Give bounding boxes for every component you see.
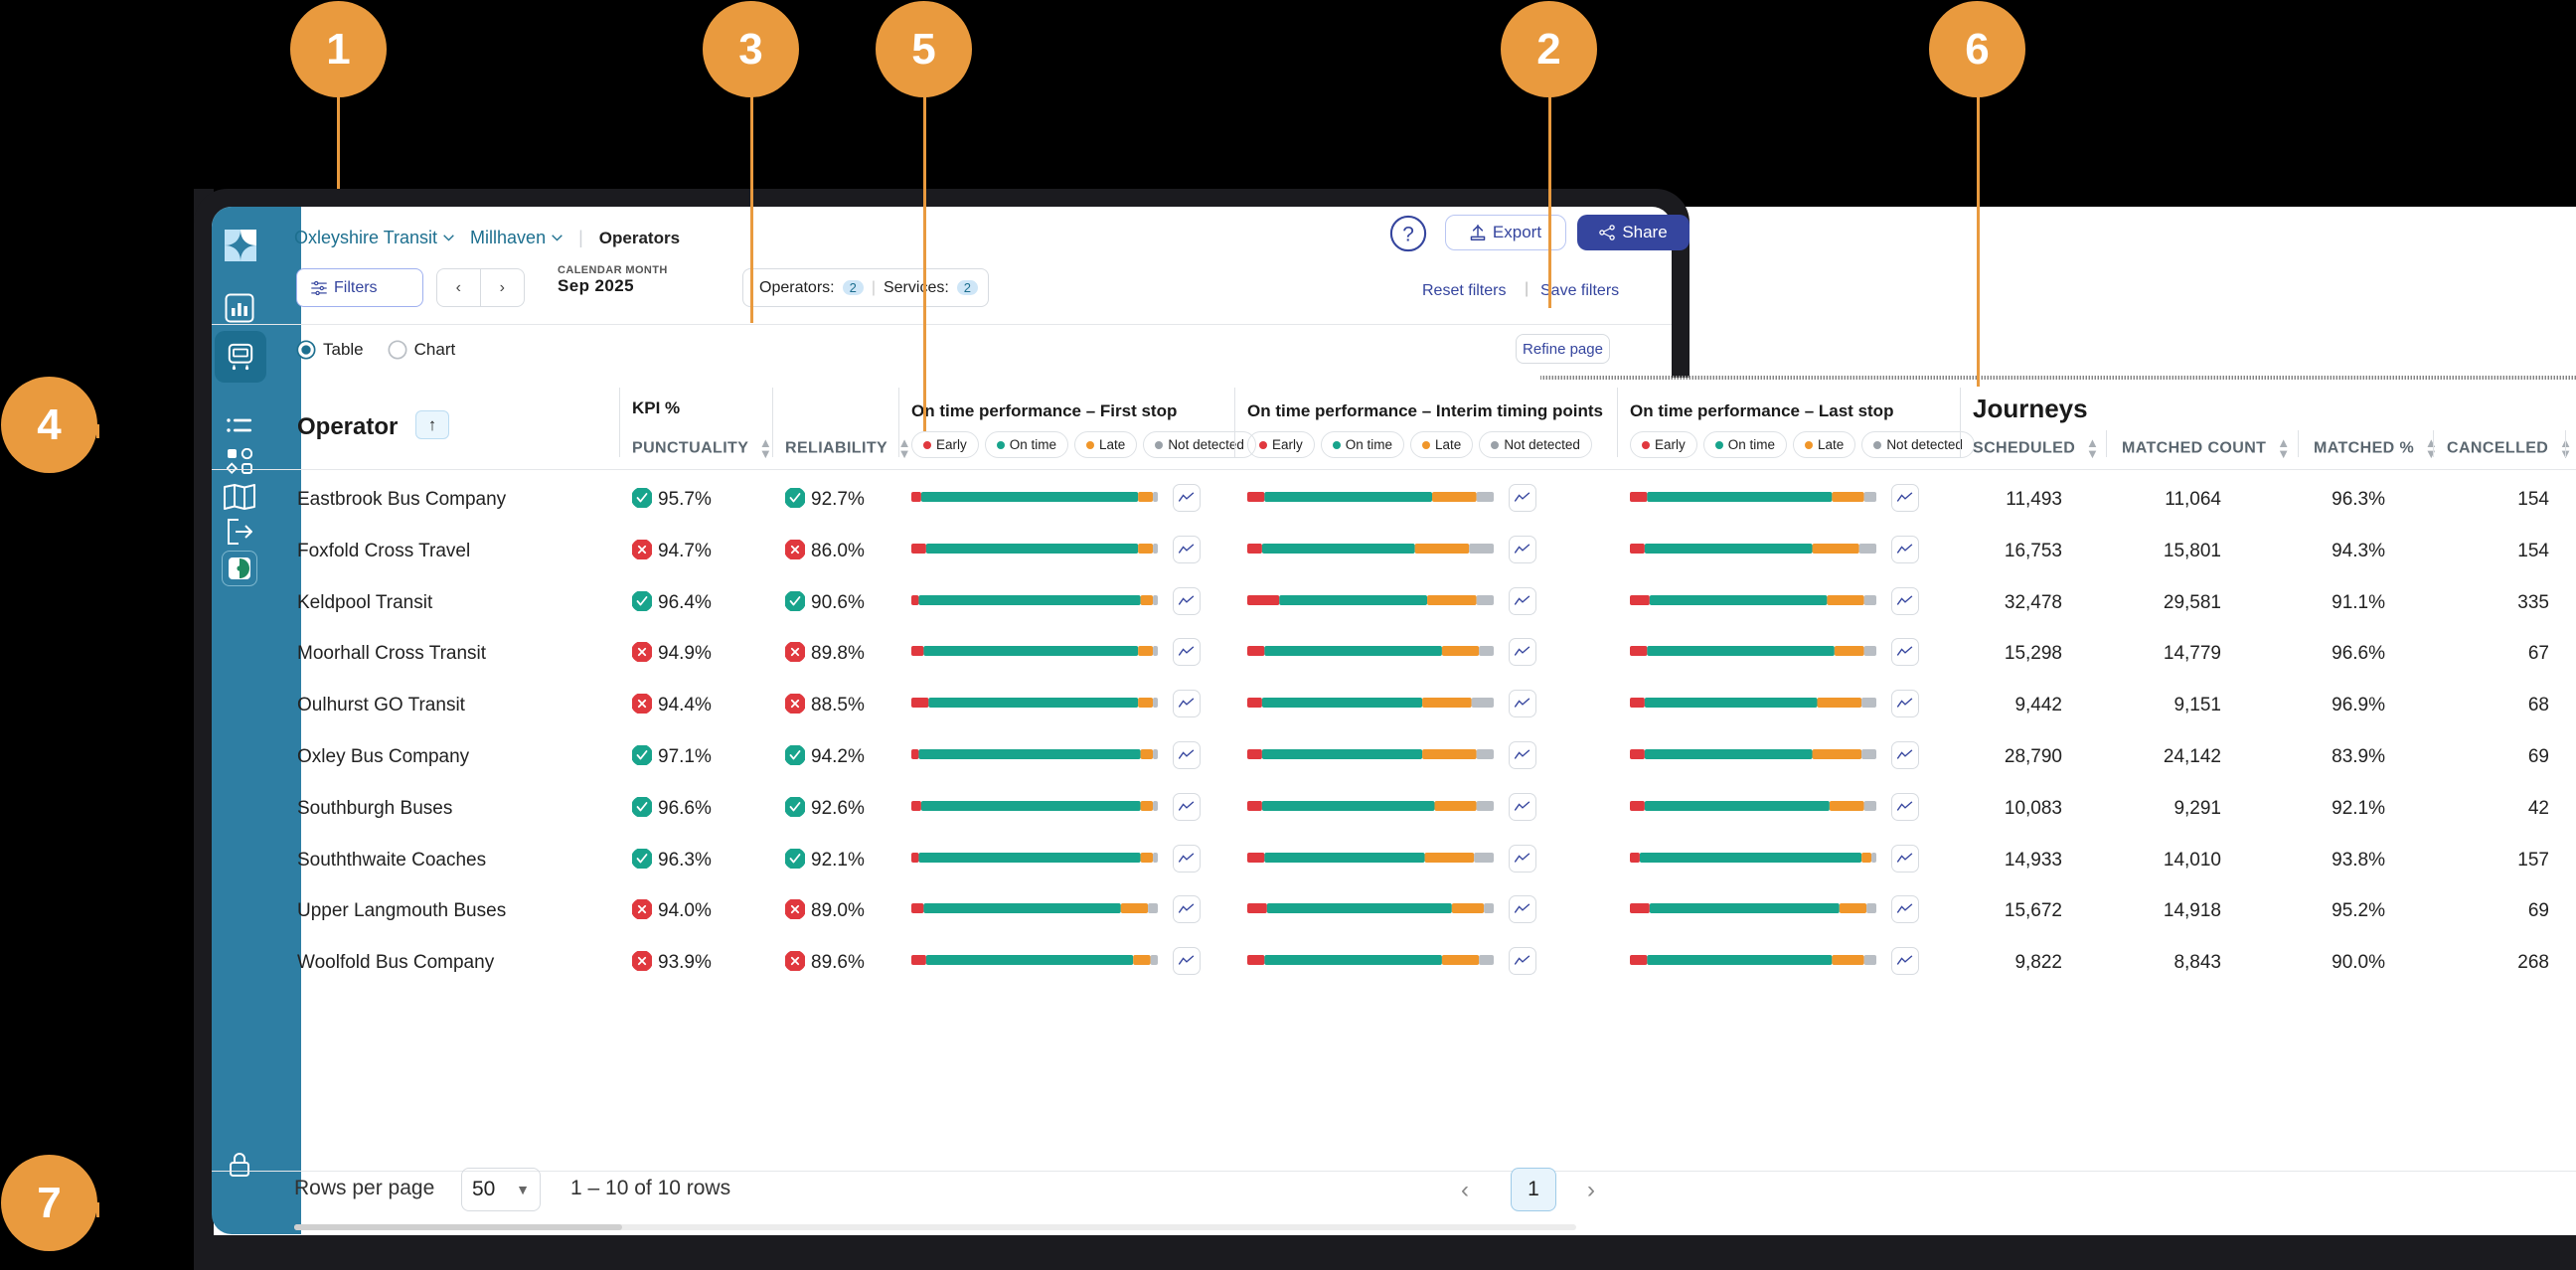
- svg-text:?: ?: [1402, 224, 1414, 246]
